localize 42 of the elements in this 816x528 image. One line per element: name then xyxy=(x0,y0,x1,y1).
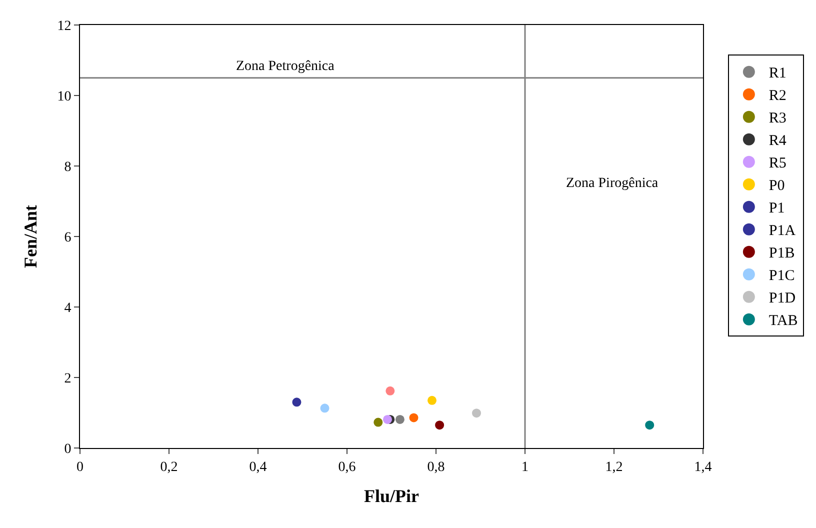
point xyxy=(645,420,654,430)
legend-label: P1D xyxy=(768,290,796,307)
legend-label: TAB xyxy=(768,313,798,330)
point xyxy=(320,404,330,413)
legend-label: R3 xyxy=(768,110,786,127)
legend-label: R1 xyxy=(768,66,786,82)
x-tick-label: 0 xyxy=(76,460,84,475)
point xyxy=(435,420,444,430)
legend-label: R4 xyxy=(768,133,787,150)
y-tick-label: 4 xyxy=(64,300,72,316)
legend-label: P1B xyxy=(768,246,795,262)
legend-label: R2 xyxy=(768,88,786,104)
y-tick-label: 6 xyxy=(64,230,72,246)
point xyxy=(374,418,383,427)
legend-label: R5 xyxy=(768,156,786,172)
point xyxy=(472,408,481,418)
point xyxy=(395,414,404,424)
y-tick-label: 2 xyxy=(64,371,72,386)
point xyxy=(428,396,436,405)
x-tick-label: 0,8 xyxy=(427,460,445,475)
point xyxy=(409,413,418,422)
y-tick-label: 12 xyxy=(57,18,72,34)
legend-label: P0 xyxy=(768,178,785,194)
annotation: Zona Pirogênica xyxy=(566,176,659,191)
x-tick-label: 1,4 xyxy=(694,460,712,475)
x-axis-title: Flu/Pir xyxy=(364,486,420,506)
point xyxy=(386,386,395,396)
y-axis-title: Fen/Ant xyxy=(20,204,40,268)
legend-label: P1C xyxy=(768,268,795,284)
legend-label: P1A xyxy=(768,223,796,240)
point xyxy=(292,398,302,407)
x-tick-label: 1 xyxy=(522,460,528,475)
x-tick-label: 0,6 xyxy=(338,460,356,475)
x-tick-label: 0,4 xyxy=(249,460,267,475)
legend-label: P1 xyxy=(768,200,785,217)
x-tick-label: 1,2 xyxy=(605,460,623,475)
x-tick-label: 0,2 xyxy=(160,460,178,475)
y-tick-label: 8 xyxy=(64,160,72,175)
y-tick-label: 0 xyxy=(64,442,72,457)
y-tick-label: 10 xyxy=(57,89,72,104)
point xyxy=(383,414,392,424)
annotation: Zona Petrogênica xyxy=(236,59,336,74)
